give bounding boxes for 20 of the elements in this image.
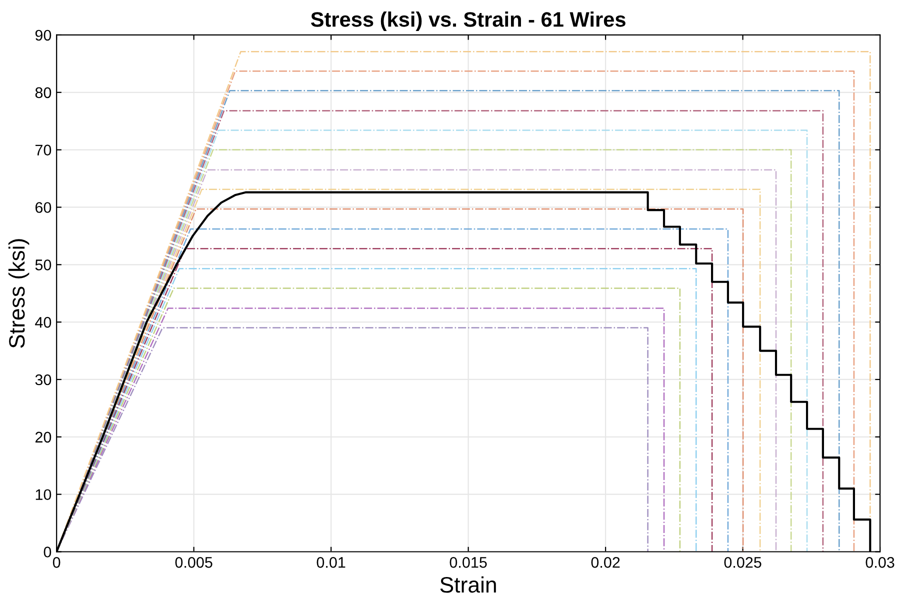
y-tick-label: 90: [35, 30, 52, 41]
x-tick-label: 0.02: [591, 557, 620, 568]
x-tick-label: 0.025: [724, 557, 762, 568]
x-tick-label: 0: [52, 557, 60, 568]
x-tick-label: 0.01: [316, 557, 346, 568]
y-tick-label: 20: [35, 432, 52, 443]
x-axis-title: Strain: [440, 576, 496, 593]
y-tick-label: 60: [35, 202, 52, 213]
x-tick-label: 0.005: [175, 557, 212, 568]
chart-title: Stress (ksi) vs. Strain - 61 Wires: [310, 12, 626, 31]
y-tick-label: 80: [35, 87, 52, 98]
x-tick-label: 0.015: [450, 557, 487, 568]
x-tick-label: 0.03: [866, 557, 894, 568]
y-tick-label: 50: [35, 260, 52, 270]
y-tick-label: 30: [35, 374, 52, 386]
y-tick-label: 40: [35, 316, 52, 328]
y-tick-label: 70: [36, 144, 52, 156]
y-tick-label: 0: [44, 546, 52, 558]
y-axis-title: Stress (ksi): [8, 239, 30, 348]
y-tick-label: 10: [36, 489, 52, 500]
